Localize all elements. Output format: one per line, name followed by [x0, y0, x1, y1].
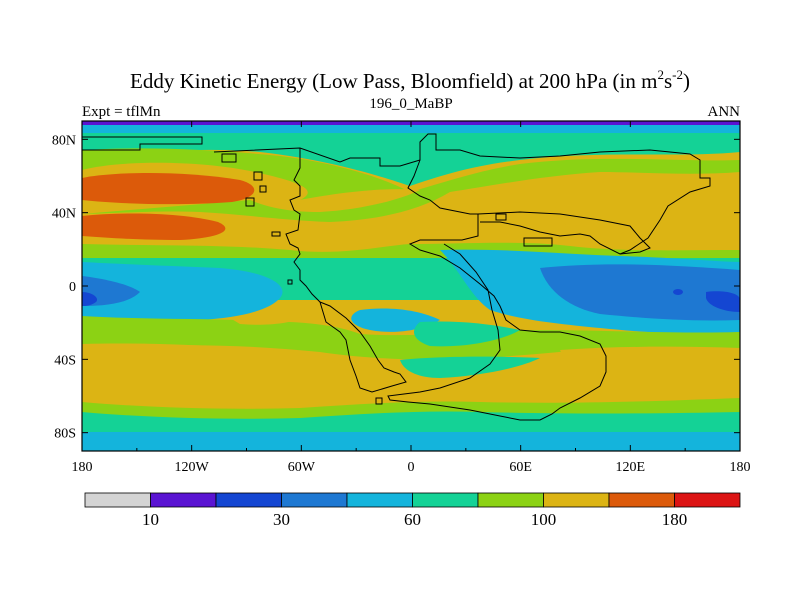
lat-tick-label: 0 [69, 280, 76, 295]
lon-tick-label: 120E [616, 460, 646, 475]
lon-tick-label: 60W [288, 460, 316, 475]
band-polar-north-blue [82, 125, 740, 133]
sh-storm-track-east [560, 346, 740, 399]
colorbar-box [543, 492, 610, 508]
lat-tick-label: 40N [52, 207, 76, 222]
sh-storm-track-mid [400, 356, 540, 378]
coastline-south-america [319, 301, 407, 393]
sh-high-lat-teal [82, 411, 740, 434]
coastline-island-2 [253, 171, 263, 181]
colorbar-box [281, 492, 348, 508]
colorbar-label: 100 [531, 510, 557, 529]
coastline-island-9 [287, 279, 293, 285]
sh-green-inner [230, 315, 300, 325]
band-north-green-a [82, 133, 740, 186]
sh-storm-track [82, 343, 357, 409]
coastlines [82, 133, 711, 421]
colorbar-box [412, 492, 479, 508]
colorbar-label: 60 [404, 510, 421, 529]
plot-title: Eddy Kinetic Energy (Low Pass, Bloomfiel… [130, 67, 690, 93]
tropic-deep-blue-east [540, 264, 740, 321]
coastline-island-1 [221, 153, 237, 163]
colorbar-box [477, 492, 544, 508]
lon-tick-label: 180 [72, 460, 93, 475]
coastline-europe-africa [387, 159, 607, 421]
plot-title-sup2: -2 [672, 67, 683, 82]
latitude-axis: 80N 40N 0 40S 80S [52, 133, 740, 442]
colorbar-box [150, 492, 217, 508]
colorbar-box [84, 492, 151, 508]
lat-tick-label: 40S [54, 353, 76, 368]
coastline-north-coast [213, 133, 711, 255]
case-label: 196_0_MaBP [369, 96, 452, 112]
plot-title-main: Eddy Kinetic Energy (Low Pass, Bloomfiel… [130, 69, 657, 93]
plot-title-sup1: 2 [657, 67, 664, 82]
lat-tick-label: 80S [54, 427, 76, 442]
colorbar-box [346, 492, 413, 508]
coastline-island-3 [259, 185, 267, 193]
longitude-axis: 180 120W 60W 0 60E 120E 180 [72, 121, 751, 475]
coastline-north-america [285, 148, 321, 303]
sh-green-band [82, 316, 740, 360]
plot-title-close: ) [683, 69, 690, 93]
coastline-asia-south [477, 211, 651, 255]
lat-tick-label: 80N [52, 133, 76, 148]
lon-tick-label: 60E [509, 460, 532, 475]
coastline-island-5 [271, 231, 281, 237]
indian-ocean-green [414, 321, 520, 347]
storm-track-pacific-orange-2 [82, 213, 226, 240]
tropic-blue-west [82, 262, 283, 321]
sh-polar-blue [82, 432, 740, 451]
tropic-darkest-blue-west [82, 292, 98, 306]
lon-tick-label: 120W [175, 460, 210, 475]
coastline-island-7 [495, 213, 507, 221]
season-label: ANN [708, 104, 741, 120]
coastline-island-4 [245, 197, 255, 207]
colorbar: 10 30 60 100 180 [84, 492, 741, 529]
plot-title-mid: s [664, 69, 672, 93]
tropic-dark-spot [673, 289, 683, 295]
coastline-island-8 [375, 397, 383, 405]
colorbar-box [608, 492, 675, 508]
asia-jet-yellow [555, 178, 740, 249]
lon-tick-label: 0 [408, 460, 415, 475]
tropic-darkest-blue-east [706, 291, 740, 312]
lon-tick-label: 180 [730, 460, 751, 475]
colorbar-label: 30 [273, 510, 290, 529]
colorbar-label: 180 [662, 510, 688, 529]
colorbar-label: 10 [142, 510, 159, 529]
map-field [82, 121, 740, 451]
storm-track-pacific-orange [82, 173, 255, 205]
colorbar-box [674, 492, 741, 508]
colorbar-box [215, 492, 282, 508]
coastline-island-6 [523, 237, 553, 247]
coastline-greenland [82, 136, 203, 151]
experiment-label: Expt = tflMn [82, 104, 161, 120]
